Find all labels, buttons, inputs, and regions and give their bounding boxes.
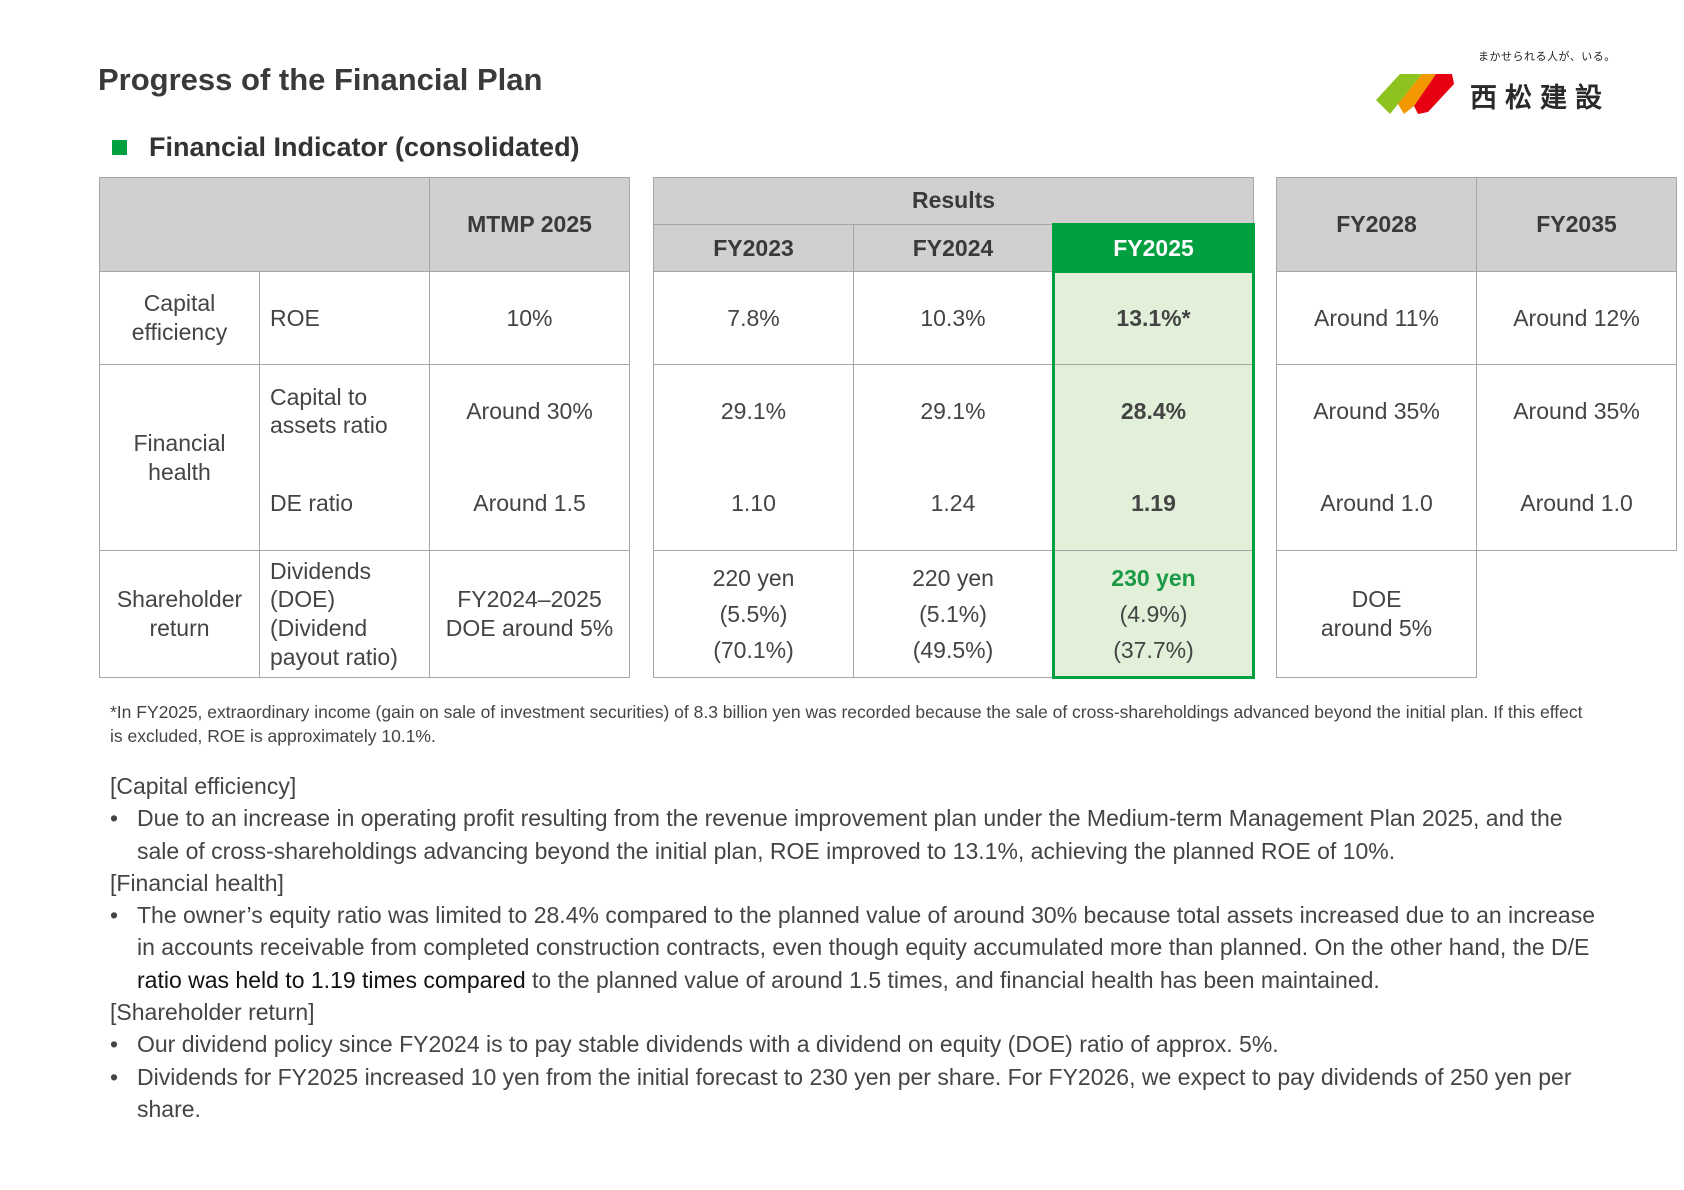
- targets-table: FY2028 FY2035 Around 11% Around 12% Arou…: [1276, 177, 1677, 678]
- commentary: [Capital efficiency] Due to an increase …: [110, 770, 1610, 1125]
- heading-capital-efficiency: [Capital efficiency]: [110, 773, 297, 799]
- header-fy2028: FY2028: [1276, 177, 1477, 272]
- fy2024-dividends: 220 yen (5.1%) (49.5%): [853, 550, 1054, 678]
- fy2023-dividends: 220 yen (5.5%) (70.1%): [653, 550, 854, 678]
- header-blank: [99, 177, 430, 272]
- bullet-dividend-fy2025: Dividends for FY2025 increased 10 yen fr…: [110, 1061, 1610, 1126]
- header-fy2025: FY2025: [1052, 223, 1255, 273]
- header-fy2024: FY2024: [853, 224, 1054, 272]
- fy2028-dividends: DOE around 5%: [1276, 550, 1477, 678]
- company-logo-icon: [1370, 68, 1458, 123]
- fy2024-de-ratio: 1.24: [853, 457, 1054, 551]
- fy2025-capital-ratio: 28.4%: [1052, 364, 1255, 458]
- fy2028-de-ratio: Around 1.0: [1276, 457, 1477, 551]
- bullet-financial-health: The owner’s equity ratio was limited to …: [110, 899, 1610, 996]
- fy2035-dividends-empty: [1476, 550, 1677, 678]
- results-table: Results FY2023 FY2024 FY2025 7.8% 10.3% …: [653, 177, 1255, 679]
- fy2024-roe: 10.3%: [853, 271, 1054, 365]
- indicator-table: MTMP 2025 Capital efficiency ROE 10% Fin…: [99, 177, 630, 678]
- category-shareholder-return: Shareholder return: [99, 550, 260, 678]
- fy2025-de-ratio: 1.19: [1052, 457, 1255, 551]
- section-title: Financial Indicator (consolidated): [112, 132, 580, 163]
- indicator-de-ratio: DE ratio: [259, 457, 430, 551]
- bullet-capital-efficiency: Due to an increase in operating profit r…: [110, 802, 1610, 867]
- header-fy2023: FY2023: [653, 224, 854, 272]
- fy2035-de-ratio: Around 1.0: [1476, 457, 1677, 551]
- fy2025-roe: 13.1%*: [1052, 271, 1255, 365]
- square-bullet-icon: [112, 140, 127, 155]
- fy2025-dividends: 230 yen (4.9%) (37.7%): [1052, 550, 1255, 679]
- footnote: *In FY2025, extraordinary income (gain o…: [110, 702, 1583, 746]
- logo-tagline: まかせられる人が、いる。: [1478, 51, 1616, 63]
- indicator-dividends: Dividends (DOE) (Dividend payout ratio): [259, 550, 430, 678]
- mtmp-de-ratio: Around 1.5: [429, 457, 630, 551]
- fy2028-roe: Around 11%: [1276, 271, 1477, 365]
- heading-shareholder-return: [Shareholder return]: [110, 999, 315, 1026]
- fy2024-capital-ratio: 29.1%: [853, 364, 1054, 458]
- header-results: Results: [653, 177, 1254, 225]
- category-capital-efficiency: Capital efficiency: [99, 271, 260, 365]
- section-title-text: Financial Indicator (consolidated): [149, 132, 580, 162]
- bullet-dividend-policy: Our dividend policy since FY2024 is to p…: [110, 1028, 1610, 1061]
- indicator-capital-ratio: Capital to assets ratio: [259, 364, 430, 458]
- fy2035-capital-ratio: Around 35%: [1476, 364, 1677, 458]
- category-financial-health: Financial health: [99, 364, 260, 551]
- mtmp-capital-ratio: Around 30%: [429, 364, 630, 458]
- mtmp-dividends: FY2024–2025 DOE around 5%: [429, 550, 630, 678]
- fy2023-capital-ratio: 29.1%: [653, 364, 854, 458]
- fy2035-roe: Around 12%: [1476, 271, 1677, 365]
- logo-company-name: 西松建設: [1470, 83, 1610, 113]
- indicator-roe: ROE: [259, 271, 430, 365]
- fy2023-roe: 7.8%: [653, 271, 854, 365]
- page-title: Progress of the Financial Plan: [98, 62, 543, 97]
- header-fy2035: FY2035: [1476, 177, 1677, 272]
- header-mtmp: MTMP 2025: [429, 177, 630, 272]
- fy2028-capital-ratio: Around 35%: [1276, 364, 1477, 458]
- fy2023-de-ratio: 1.10: [653, 457, 854, 551]
- mtmp-roe: 10%: [429, 271, 630, 365]
- heading-financial-health: [Financial health]: [110, 869, 284, 896]
